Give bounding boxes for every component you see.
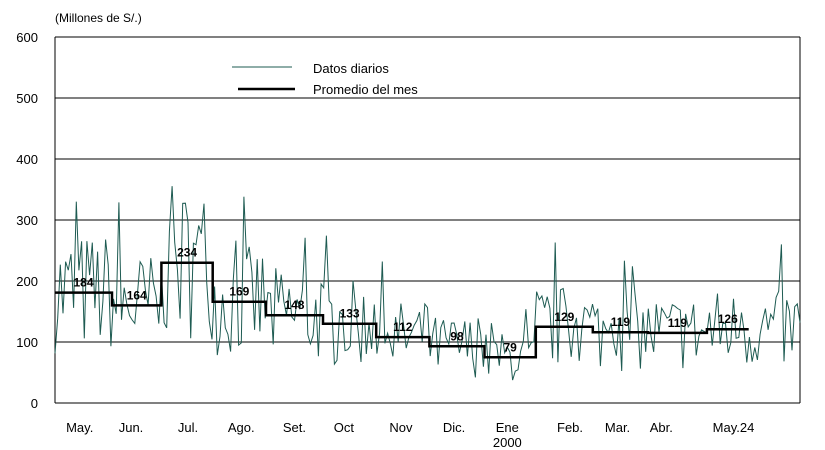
average-value-label: 133 [340,307,360,321]
legend-label-average: Promedio del mes [313,82,418,97]
monthly-average-series: 184 164 234 169 148 133 112 98 79 129 119 119 126 [55,246,749,359]
daily-series-line [54,186,801,381]
y-axis-ticks: 0 100 200 300 400 500 600 [16,30,38,411]
x-tick-label: Mar. [605,420,630,435]
y-tick-label: 600 [16,30,38,45]
average-value-label: 164 [127,288,147,302]
average-value-label: 126 [718,312,738,326]
y-axis-unit-label: (Millones de S/.) [55,11,142,25]
x-tick-label: May.24 [713,420,755,435]
x-tick-sublabel: 2000 [493,435,522,450]
x-tick-label: Jun. [119,420,144,435]
x-tick-label: Nov [389,420,413,435]
x-tick-label: Oct [334,420,355,435]
average-value-label: 148 [284,298,304,312]
y-tick-label: 0 [31,396,38,411]
y-tick-label: 400 [16,152,38,167]
average-value-label: 129 [554,310,574,324]
x-tick-label: Feb. [557,420,583,435]
average-value-label: 112 [393,320,413,334]
y-tick-label: 100 [16,335,38,350]
y-tick-label: 500 [16,91,38,106]
daily-series [54,186,801,381]
average-value-label: 169 [229,285,249,299]
legend-label-daily: Datos diarios [313,61,389,76]
average-value-label: 119 [611,315,631,329]
x-tick-label: Jul. [178,420,198,435]
legend: Datos diarios Promedio del mes [232,61,418,97]
x-tick-label: Ene [496,420,519,435]
grid-lines [54,36,801,404]
y-tick-label: 300 [16,213,38,228]
x-tick-label: Abr. [650,420,673,435]
x-tick-label: Set. [283,420,306,435]
x-tick-label: Ago. [228,420,255,435]
y-tick-label: 200 [16,274,38,289]
average-value-label: 184 [73,276,93,290]
average-value-label: 98 [450,329,464,343]
monthly-average-line [55,261,749,359]
x-tick-label: May. [66,420,93,435]
average-value-label: 234 [177,246,197,260]
average-value-label: 119 [668,316,688,330]
average-value-label: 79 [503,340,517,354]
x-tick-label: Dic. [443,420,465,435]
